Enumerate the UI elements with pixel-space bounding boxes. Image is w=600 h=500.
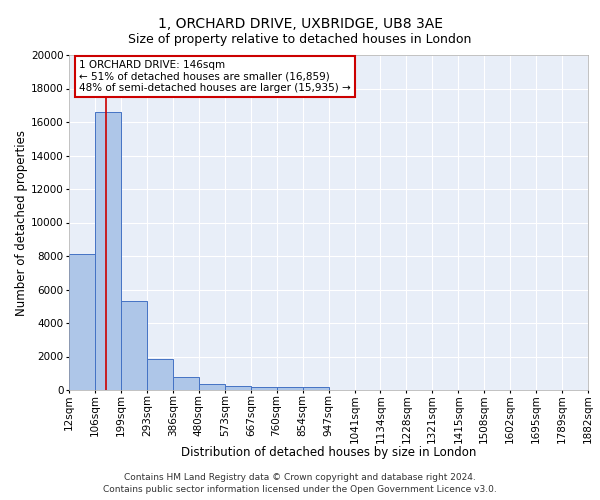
Bar: [277, 386, 302, 390]
Bar: [95, 112, 121, 390]
Y-axis label: Number of detached properties: Number of detached properties: [15, 130, 28, 316]
Bar: [224, 386, 251, 390]
Bar: [251, 386, 277, 390]
Bar: [147, 359, 173, 390]
Text: Contains HM Land Registry data © Crown copyright and database right 2024.
Contai: Contains HM Land Registry data © Crown c…: [103, 473, 497, 494]
Text: 1 ORCHARD DRIVE: 146sqm
← 51% of detached houses are smaller (16,859)
48% of sem: 1 ORCHARD DRIVE: 146sqm ← 51% of detache…: [79, 60, 351, 93]
Bar: [173, 378, 199, 390]
Bar: [121, 301, 147, 390]
Text: 1, ORCHARD DRIVE, UXBRIDGE, UB8 3AE: 1, ORCHARD DRIVE, UXBRIDGE, UB8 3AE: [157, 18, 443, 32]
Text: Size of property relative to detached houses in London: Size of property relative to detached ho…: [128, 32, 472, 46]
Bar: [69, 254, 95, 390]
Bar: [302, 388, 329, 390]
X-axis label: Distribution of detached houses by size in London: Distribution of detached houses by size …: [181, 446, 476, 458]
Bar: [199, 384, 224, 390]
